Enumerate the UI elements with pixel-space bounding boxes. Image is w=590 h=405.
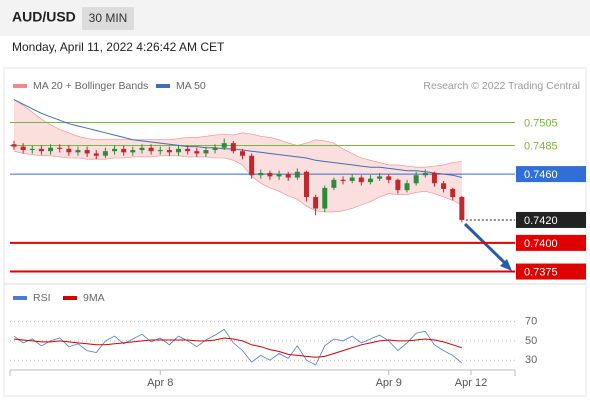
candle-body bbox=[194, 151, 200, 154]
timestamp: Monday, April 11, 2022 4:26:42 AM CET bbox=[12, 40, 225, 54]
candle-body bbox=[176, 148, 182, 153]
legend-label: MA 20 + Bollinger Bands bbox=[33, 80, 148, 92]
x-tick-label: Apr 12 bbox=[455, 377, 487, 389]
ma-line bbox=[13, 99, 463, 178]
y-tick-label: 70 bbox=[525, 316, 537, 328]
candle-body bbox=[303, 171, 309, 198]
level-label: 0.7420 bbox=[524, 215, 558, 227]
candle-body bbox=[93, 153, 99, 156]
x-tick-label: Apr 9 bbox=[376, 377, 402, 389]
candle-body bbox=[413, 175, 419, 184]
candle-body bbox=[313, 197, 319, 209]
candle-body bbox=[121, 148, 127, 153]
candle-body bbox=[240, 151, 245, 156]
candle-body bbox=[450, 189, 456, 198]
candle-body bbox=[112, 148, 118, 152]
candle-body bbox=[395, 179, 401, 191]
legend-swatch bbox=[63, 296, 77, 300]
candle-body bbox=[285, 174, 291, 178]
rsi-ma-line bbox=[13, 337, 463, 358]
candle-body bbox=[139, 147, 145, 151]
candle-body bbox=[203, 150, 209, 154]
x-tick-label: Apr 8 bbox=[147, 377, 173, 389]
symbol: AUD/USD bbox=[12, 9, 76, 25]
level-label: 0.7375 bbox=[524, 266, 558, 278]
level-label: 0.7460 bbox=[524, 169, 558, 181]
candle-body bbox=[166, 150, 172, 153]
candle-body bbox=[38, 148, 44, 152]
level-box bbox=[516, 211, 586, 228]
candle-body bbox=[185, 148, 191, 152]
candle-body bbox=[340, 179, 346, 181]
rsi-line bbox=[13, 328, 463, 366]
level-box bbox=[516, 166, 586, 183]
candle-body bbox=[157, 150, 163, 152]
candle-body bbox=[441, 183, 447, 189]
candle-body bbox=[331, 179, 337, 188]
candle-body bbox=[84, 150, 90, 154]
legend-swatch bbox=[13, 296, 27, 300]
candle-body bbox=[29, 148, 35, 151]
legend-label: MA 50 bbox=[176, 80, 206, 92]
y-tick-label: 30 bbox=[525, 354, 537, 366]
legend-label: RSI bbox=[33, 292, 51, 304]
candle-body bbox=[258, 172, 264, 176]
candle-body bbox=[367, 178, 373, 183]
level-label: 0.7505 bbox=[524, 117, 558, 129]
level-box bbox=[516, 234, 586, 251]
bollinger-lower bbox=[13, 150, 463, 213]
candle-body bbox=[422, 172, 428, 176]
candle-body bbox=[48, 147, 54, 152]
candle-body bbox=[230, 143, 236, 152]
candle-body bbox=[66, 148, 72, 153]
interval-button[interactable] bbox=[82, 7, 134, 30]
candle-body bbox=[358, 177, 364, 183]
legend-swatch bbox=[13, 84, 27, 88]
candle-body bbox=[431, 172, 437, 184]
candle-body bbox=[404, 183, 410, 191]
level-label: 0.7400 bbox=[524, 238, 558, 250]
level-label: 0.7485 bbox=[524, 140, 558, 152]
candle-body bbox=[459, 197, 465, 220]
candle-body bbox=[57, 147, 63, 149]
legend-swatch bbox=[156, 84, 170, 88]
interval[interactable]: 30 MIN bbox=[89, 11, 128, 25]
candle-body bbox=[386, 176, 392, 180]
candle-body bbox=[130, 150, 136, 153]
candle-body bbox=[267, 172, 273, 177]
candle-body bbox=[148, 147, 154, 152]
credit: Research © 2022 Trading Central bbox=[423, 80, 580, 92]
candle-body bbox=[20, 146, 26, 151]
candle-body bbox=[221, 143, 227, 148]
candle-body bbox=[11, 144, 17, 147]
panel-frame bbox=[3, 67, 587, 397]
candle-body bbox=[276, 174, 282, 177]
forecast-arrowhead bbox=[500, 259, 512, 271]
legend-label: 9MA bbox=[83, 292, 105, 304]
y-tick-label: 50 bbox=[525, 335, 537, 347]
candle-body bbox=[249, 155, 255, 176]
candle-body bbox=[322, 187, 328, 209]
bollinger-band bbox=[14, 99, 462, 212]
candle-body bbox=[349, 177, 355, 181]
candle-body bbox=[102, 151, 108, 156]
candle-body bbox=[377, 176, 383, 179]
candle-body bbox=[75, 150, 81, 153]
forecast-arrow bbox=[463, 222, 510, 268]
level-box bbox=[516, 263, 586, 280]
bollinger-upper bbox=[13, 99, 462, 168]
candle-body bbox=[212, 147, 218, 151]
candle-body bbox=[294, 171, 300, 178]
